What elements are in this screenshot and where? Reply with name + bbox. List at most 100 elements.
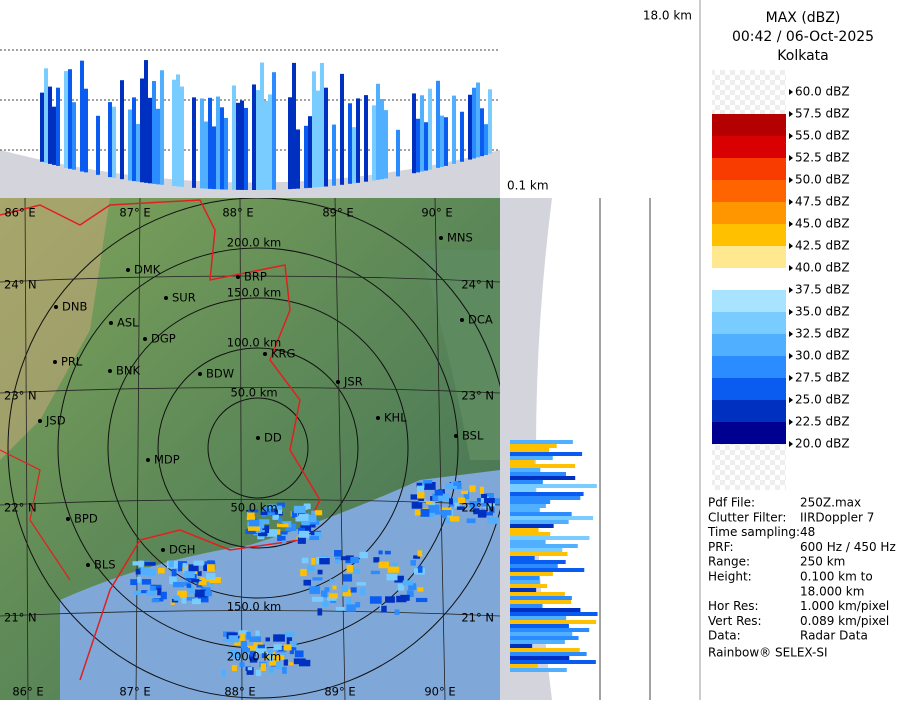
echo-column: [176, 74, 180, 187]
echo: [370, 570, 380, 575]
echo: [311, 524, 316, 528]
echo-row: [510, 544, 578, 548]
echo: [487, 517, 499, 524]
echo: [346, 564, 354, 573]
echo: [289, 640, 297, 647]
echo-row: [510, 496, 581, 500]
echo: [426, 501, 433, 505]
echo: [178, 561, 187, 565]
echo-row: [510, 604, 543, 608]
echo-column: [84, 88, 88, 173]
echo: [441, 513, 448, 518]
echo: [483, 501, 496, 508]
echo-column: [136, 124, 140, 182]
legend-tick: [789, 243, 793, 249]
legend-swatch: [712, 290, 786, 312]
echo: [378, 561, 389, 569]
title: MAX (dBZ): [766, 10, 841, 26]
echo-column: [268, 94, 272, 190]
echo: [394, 609, 400, 615]
echo-row: [510, 532, 551, 536]
echo: [309, 520, 320, 525]
echo: [260, 511, 271, 516]
city-dot: [198, 372, 202, 376]
echo: [461, 490, 469, 495]
echo: [232, 654, 241, 658]
echo: [255, 630, 260, 636]
legend-label: 37.5 dBZ: [795, 283, 850, 297]
latitude-label: 23° N: [4, 389, 37, 403]
info-value: 250 km: [800, 555, 845, 569]
legend-swatch: [712, 180, 786, 202]
echo: [231, 638, 240, 643]
echo-column: [304, 125, 308, 189]
echo: [470, 506, 476, 511]
echo: [324, 587, 330, 592]
echo-row: [510, 636, 579, 640]
echo-row: [510, 632, 573, 636]
echo: [231, 665, 237, 672]
echo-row: [510, 472, 567, 476]
echo: [197, 571, 202, 576]
city-dot: [460, 318, 464, 322]
echo-row: [510, 504, 546, 508]
echo: [268, 666, 275, 673]
echo: [222, 638, 234, 642]
echo-row: [510, 628, 590, 632]
echo: [293, 505, 306, 514]
city-dot: [376, 416, 380, 420]
info-label: Time sampling:: [707, 525, 800, 539]
echo: [345, 558, 353, 564]
echo-column: [292, 62, 296, 189]
city-dot: [161, 548, 165, 552]
timestamp: 00:42 / 06-Oct-2025: [732, 29, 874, 45]
echo-row: [510, 596, 572, 600]
legend-label: 40.0 dBZ: [795, 261, 850, 275]
echo-row: [510, 612, 598, 616]
info-label: Pdf File:: [708, 496, 755, 510]
echo-column: [320, 62, 324, 187]
legend-tick: [789, 265, 793, 271]
echo: [239, 662, 245, 667]
echo-column: [296, 129, 300, 189]
echo: [141, 590, 148, 594]
legend-swatch: [712, 422, 786, 444]
echo-column: [468, 94, 472, 160]
echo-column: [256, 90, 260, 190]
echo: [342, 589, 352, 597]
legend-swatch: [712, 136, 786, 158]
info-panel: MAX (dBZ) 00:42 / 06-Oct-2025 Kolkata 60…: [707, 10, 896, 660]
echo: [260, 663, 266, 671]
echo: [247, 509, 259, 513]
echo: [249, 654, 254, 660]
echo-row: [510, 608, 581, 612]
city-dot: [54, 305, 58, 309]
echo: [350, 587, 357, 593]
echo-row: [510, 644, 533, 648]
echo: [245, 529, 258, 535]
echo: [298, 530, 310, 538]
echo: [463, 491, 470, 500]
echo: [286, 637, 293, 645]
echo: [321, 600, 329, 607]
echo: [428, 509, 436, 518]
echo: [303, 579, 312, 586]
echo: [204, 590, 212, 597]
latitude-label: 22° N: [4, 501, 37, 515]
echo: [246, 667, 254, 675]
echo: [146, 590, 156, 597]
echo: [311, 558, 316, 565]
echo-column: [96, 115, 100, 175]
echo-row: [510, 660, 596, 664]
echo-row: [510, 564, 558, 568]
echo: [326, 596, 337, 601]
echo-row: [510, 584, 548, 588]
echo: [378, 550, 383, 555]
echo-column: [252, 84, 256, 190]
legend-label: 52.5 dBZ: [795, 151, 850, 165]
echo-column: [452, 95, 456, 164]
info-label: Range:: [708, 555, 750, 569]
echo: [268, 656, 274, 662]
city-label: DD: [264, 431, 282, 445]
